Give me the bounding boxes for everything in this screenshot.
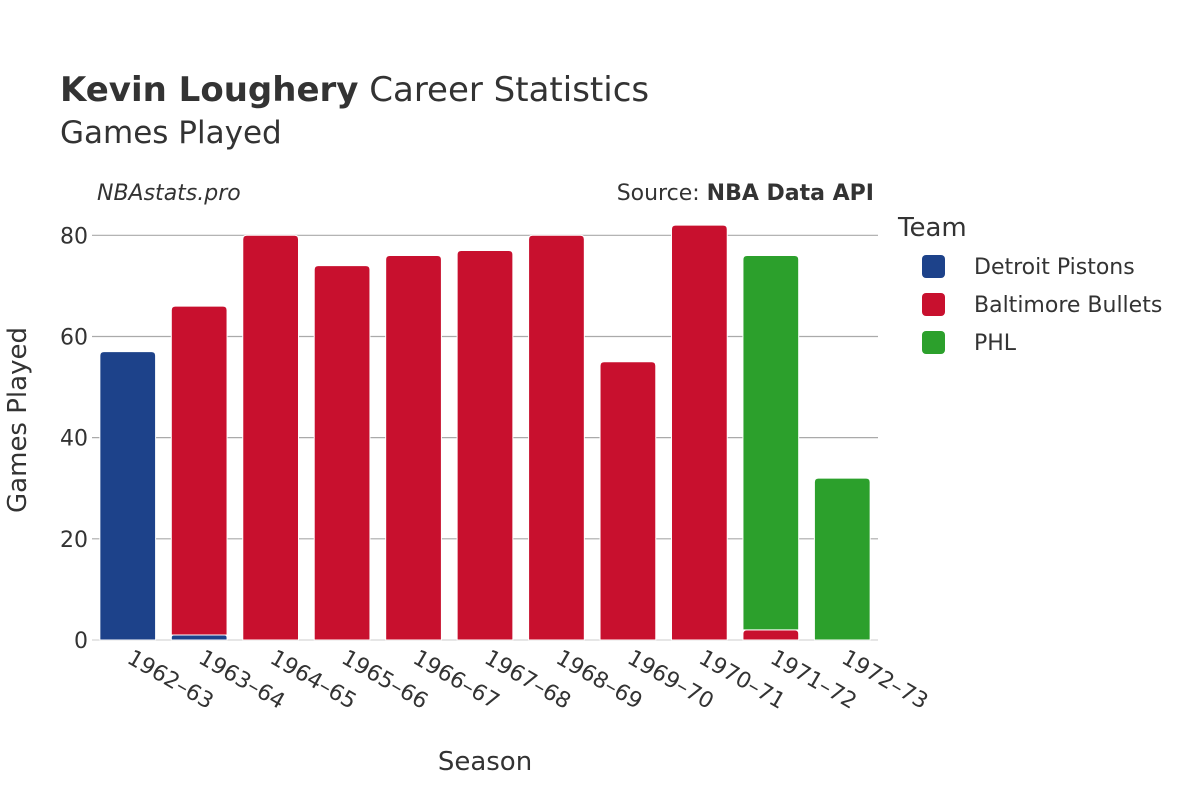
legend-swatch	[922, 293, 945, 316]
bar-stack	[170, 305, 228, 641]
y-axis: 0 20 40 60 80	[60, 224, 88, 654]
chart-title-rest: Career Statistics	[358, 70, 649, 110]
chart-header: Kevin Loughery Career Statistics Games P…	[60, 70, 649, 151]
bar-segment	[599, 361, 657, 641]
bar-stack	[813, 477, 871, 641]
bar-stack	[670, 224, 728, 641]
y-axis-title: Games Played	[3, 327, 33, 513]
bar-segment	[313, 265, 371, 641]
bar-segment	[456, 249, 514, 641]
y-tick-label: 80	[60, 224, 88, 249]
bar-segment	[670, 224, 728, 641]
bar-stack	[385, 255, 442, 641]
y-tick-label: 0	[74, 629, 88, 654]
y-tick-label: 60	[60, 325, 88, 350]
legend-label: PHL	[974, 331, 1017, 356]
watermark: NBAstats.pro	[97, 181, 241, 206]
bar-stack	[313, 265, 371, 641]
chart-title-player: Kevin Loughery	[60, 70, 358, 110]
legend-item: PHL	[922, 331, 1017, 356]
bar-segment	[170, 305, 228, 636]
source-note: Source: NBA Data API	[617, 181, 874, 206]
bar-segment	[742, 629, 800, 641]
bar-segment	[813, 477, 871, 641]
x-axis-title: Season	[438, 747, 532, 777]
bar-segment	[742, 255, 800, 631]
y-tick-label: 40	[60, 427, 88, 452]
source-name: NBA Data API	[707, 181, 874, 206]
bar-segment	[242, 234, 300, 641]
x-axis: 1962–631963–641964–651965–661966–671967–…	[123, 646, 932, 715]
legend: Team Detroit Pistons Baltimore Bullets PHL	[897, 213, 1162, 356]
source-prefix: Source:	[617, 181, 707, 206]
legend-item: Detroit Pistons	[922, 255, 1135, 280]
y-tick-label: 20	[60, 528, 88, 553]
legend-label: Detroit Pistons	[974, 255, 1135, 280]
bar-stack	[456, 249, 514, 641]
bar-stack	[742, 255, 800, 641]
bars	[99, 224, 871, 641]
chart-subtitle: Games Played	[60, 115, 282, 151]
bar-segment	[99, 351, 157, 641]
bar-stack	[599, 361, 657, 641]
bar-stack	[528, 234, 585, 641]
bar-segment	[528, 234, 585, 641]
legend-swatch	[922, 255, 945, 278]
bar-stack	[242, 234, 300, 641]
legend-title: Team	[897, 213, 967, 243]
bar-segment	[170, 634, 228, 641]
bar-stack	[99, 351, 157, 641]
chart-title: Kevin Loughery Career Statistics	[60, 70, 649, 110]
bar-segment	[385, 255, 442, 641]
legend-label: Baltimore Bullets	[974, 293, 1162, 318]
legend-swatch	[922, 331, 945, 354]
legend-item: Baltimore Bullets	[922, 293, 1162, 318]
